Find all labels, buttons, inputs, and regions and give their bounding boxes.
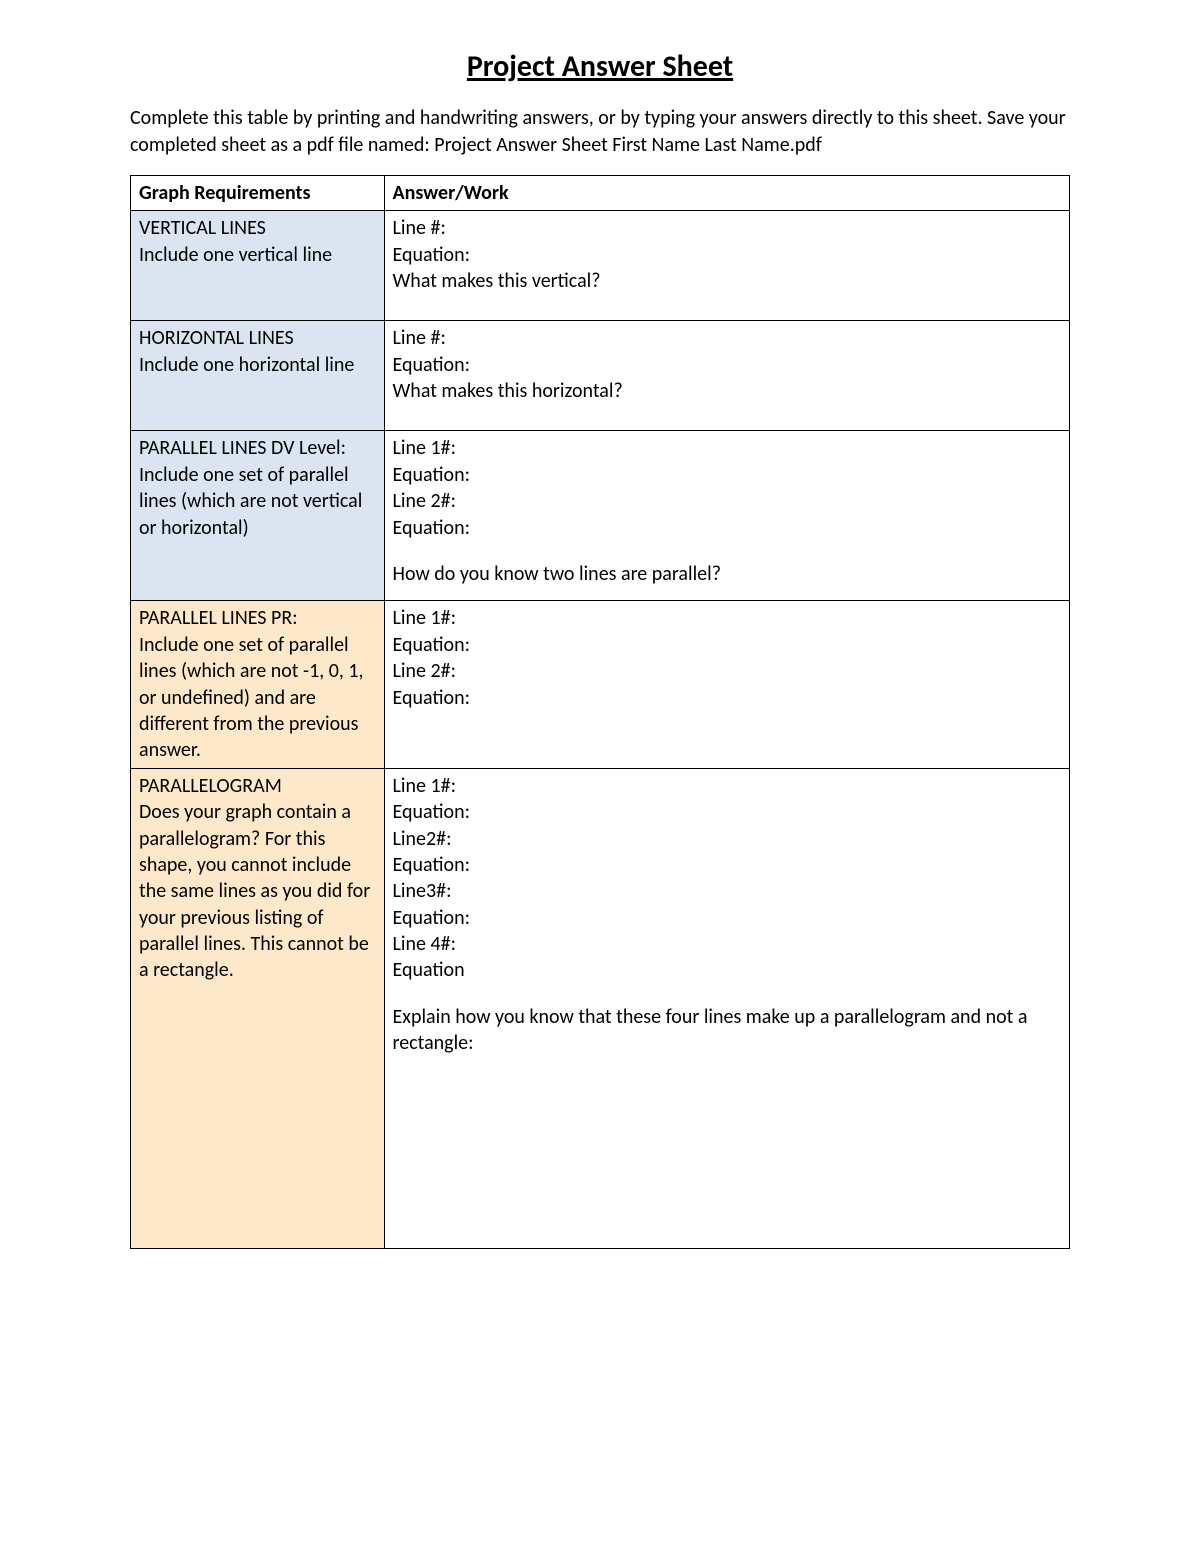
answer-cell-parallel-pr: Line 1#: Equation: Line 2#: Equation: [384, 601, 1069, 768]
requirement-title: VERTICAL LINES [139, 216, 266, 240]
blank-line [393, 541, 1061, 561]
table-row: HORIZONTAL LINES Include one horizontal … [131, 321, 1070, 431]
answer-line: Line 1#: [393, 436, 456, 460]
requirement-body: Include one vertical line [139, 243, 332, 267]
instructions-text: Complete this table by printing and hand… [130, 105, 1070, 159]
requirement-title: PARALLEL LINES DV Level: [139, 436, 346, 460]
requirement-cell-vertical: VERTICAL LINES Include one vertical line [131, 211, 385, 321]
requirement-title: PARALLEL LINES PR: [139, 606, 298, 630]
answer-cell-parallel-dv: Line 1#: Equation: Line 2#: Equation: Ho… [384, 431, 1069, 601]
answer-line: Equation: [393, 353, 470, 377]
answer-line: Equation: [393, 853, 470, 877]
table-row: VERTICAL LINES Include one vertical line… [131, 211, 1070, 321]
table-row: PARALLEL LINES DV Level: Include one set… [131, 431, 1070, 601]
table-row: PARALLELOGRAM Does your graph contain a … [131, 768, 1070, 1248]
answer-cell-parallelogram: Line 1#: Equation: Line2#: Equation: Lin… [384, 768, 1069, 1248]
answer-line: Equation: [393, 686, 470, 710]
answer-line: Line #: [393, 216, 446, 240]
answer-line: Equation: [393, 516, 470, 540]
answer-cell-horizontal: Line #: Equation: What makes this horizo… [384, 321, 1069, 431]
requirement-title: PARALLELOGRAM [139, 774, 282, 798]
answer-line: Equation [393, 958, 465, 982]
answer-line: Line2#: [393, 827, 452, 851]
table-row: PARALLEL LINES PR: Include one set of pa… [131, 601, 1070, 768]
answer-line: Equation: [393, 463, 470, 487]
column-header-answer: Answer/Work [384, 176, 1069, 211]
answer-table: Graph Requirements Answer/Work VERTICAL … [130, 175, 1070, 1249]
answer-line: Explain how you know that these four lin… [393, 1005, 1028, 1055]
answer-line: Line3#: [393, 879, 452, 903]
requirement-body: Include one set of parallel lines (which… [139, 463, 362, 540]
answer-line: Line 1#: [393, 606, 456, 630]
answer-line: Equation: [393, 633, 470, 657]
answer-line: Line 2#: [393, 489, 456, 513]
answer-line: What makes this vertical? [393, 269, 601, 293]
requirement-cell-horizontal: HORIZONTAL LINES Include one horizontal … [131, 321, 385, 431]
answer-line: Equation: [393, 800, 470, 824]
requirement-body: Include one horizontal line [139, 353, 354, 377]
requirement-body: Include one set of parallel lines (which… [139, 633, 364, 763]
requirement-cell-parallelogram: PARALLELOGRAM Does your graph contain a … [131, 768, 385, 1248]
requirement-cell-parallel-dv: PARALLEL LINES DV Level: Include one set… [131, 431, 385, 601]
requirement-title: HORIZONTAL LINES [139, 326, 294, 350]
answer-line: Equation: [393, 243, 470, 267]
answer-line: Line #: [393, 326, 446, 350]
table-header-row: Graph Requirements Answer/Work [131, 176, 1070, 211]
page-title: Project Answer Sheet [130, 48, 1070, 85]
answer-cell-vertical: Line #: Equation: What makes this vertic… [384, 211, 1069, 321]
answer-line: What makes this horizontal? [393, 379, 623, 403]
answer-line: Line 4#: [393, 932, 456, 956]
requirement-cell-parallel-pr: PARALLEL LINES PR: Include one set of pa… [131, 601, 385, 768]
answer-line: Line 1#: [393, 774, 456, 798]
requirement-body: Does your graph contain a parallelogram?… [139, 800, 370, 982]
column-header-requirements: Graph Requirements [131, 176, 385, 211]
answer-line: How do you know two lines are parallel? [393, 562, 721, 586]
answer-line: Equation: [393, 906, 470, 930]
answer-line: Line 2#: [393, 659, 456, 683]
blank-line [393, 984, 1061, 1004]
